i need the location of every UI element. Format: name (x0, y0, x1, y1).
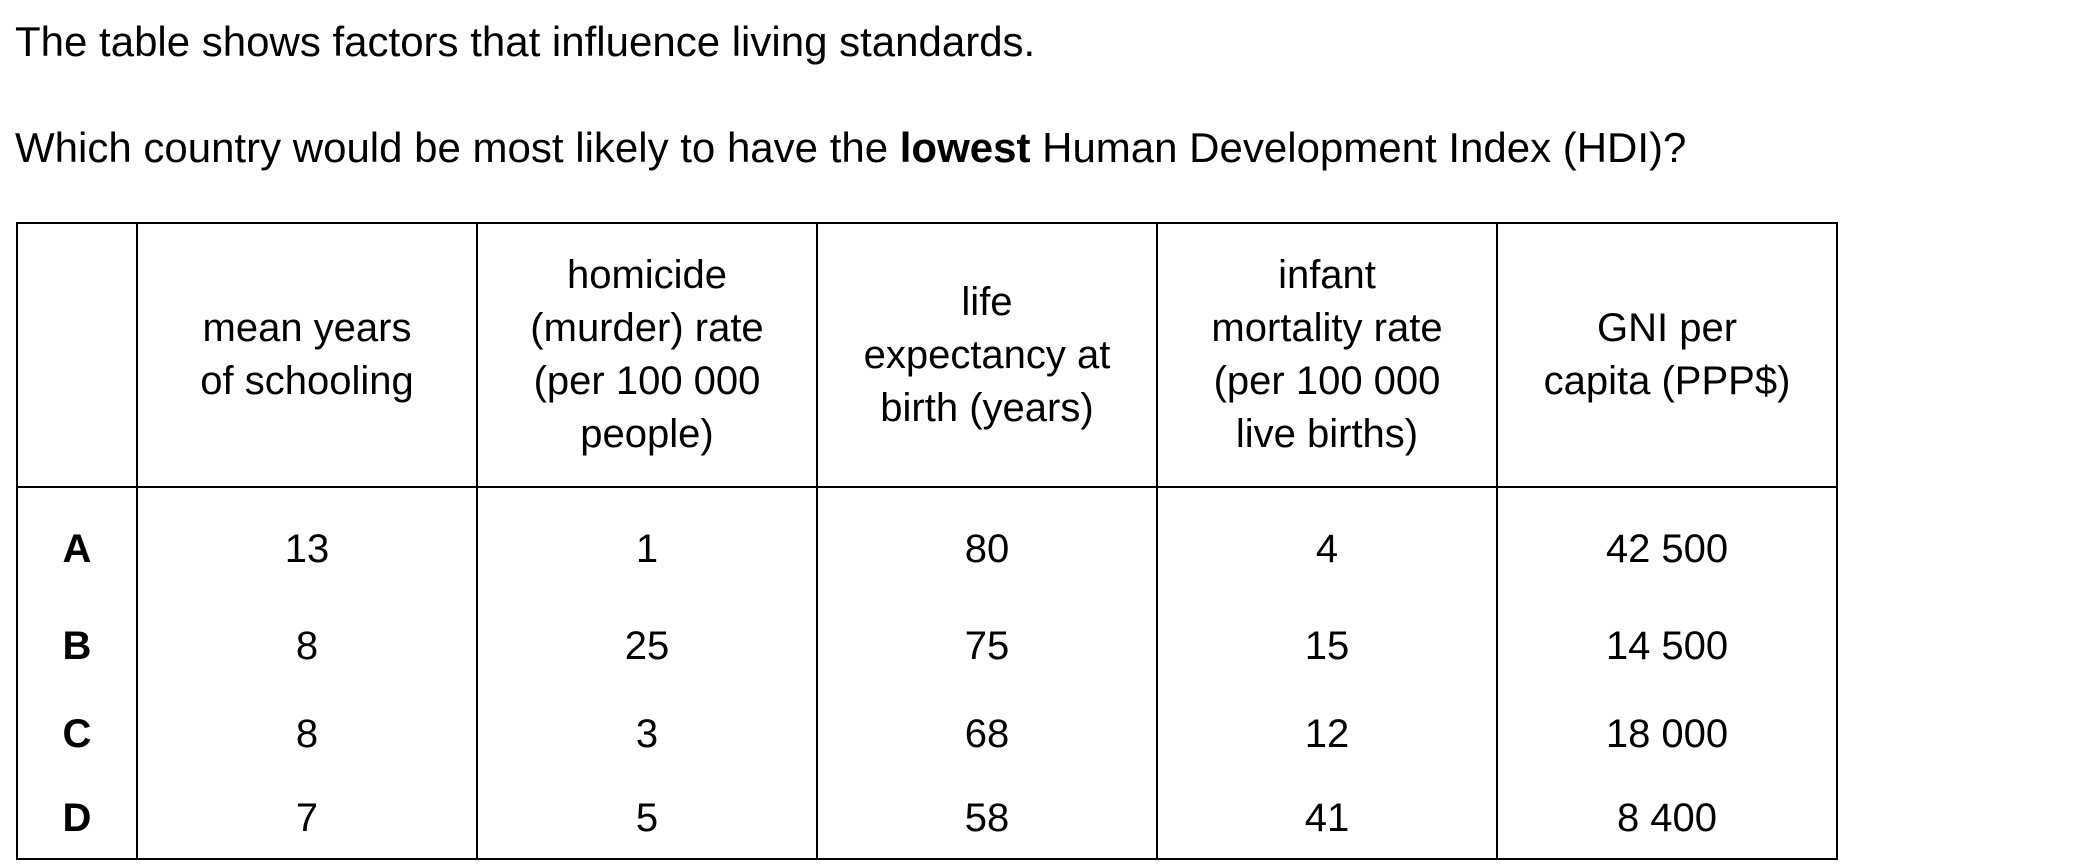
table-row-a: A 13 1 80 4 42 500 (16, 487, 1838, 602)
cell-gni: 14 500 (1496, 602, 1838, 690)
cell-schooling: 8 (136, 690, 478, 778)
cell-gni: 18 000 (1496, 690, 1838, 778)
table-row-b: B 8 25 75 15 14 500 (16, 602, 1838, 690)
header-life-expectancy: life expectancy at birth (years) (816, 222, 1158, 488)
row-label: A (16, 487, 138, 602)
cell-gni: 42 500 (1496, 487, 1838, 602)
question-text: Which country would be most likely to ha… (15, 124, 1686, 172)
header-empty-cell (16, 222, 138, 488)
table-header-row: mean years of schooling homicide (murder… (16, 222, 1838, 488)
cell-homicide: 5 (476, 778, 818, 860)
cell-life-expectancy: 68 (816, 690, 1158, 778)
question-text-end: Human Development Index (HDI)? (1030, 124, 1687, 171)
cell-infant-mortality: 12 (1156, 690, 1498, 778)
question-emphasis: lowest (899, 124, 1031, 171)
cell-homicide: 25 (476, 602, 818, 690)
cell-homicide: 3 (476, 690, 818, 778)
cell-schooling: 13 (136, 487, 478, 602)
row-label: C (16, 690, 138, 778)
table-row-d: D 7 5 58 41 8 400 (16, 778, 1838, 860)
cell-life-expectancy: 75 (816, 602, 1158, 690)
cell-life-expectancy: 80 (816, 487, 1158, 602)
row-label: B (16, 602, 138, 690)
table-row-c: C 8 3 68 12 18 000 (16, 690, 1838, 778)
living-standards-table: mean years of schooling homicide (murder… (16, 222, 1838, 860)
cell-infant-mortality: 4 (1156, 487, 1498, 602)
cell-schooling: 7 (136, 778, 478, 860)
header-mean-years-of-schooling: mean years of schooling (136, 222, 478, 488)
header-infant-mortality-rate: infant mortality rate (per 100 000 live … (1156, 222, 1498, 488)
cell-gni: 8 400 (1496, 778, 1838, 860)
intro-text: The table shows factors that influence l… (15, 18, 1036, 65)
cell-infant-mortality: 41 (1156, 778, 1498, 860)
row-label: D (16, 778, 138, 860)
header-gni-per-capita: GNI per capita (PPP$) (1496, 222, 1838, 488)
cell-homicide: 1 (476, 487, 818, 602)
cell-schooling: 8 (136, 602, 478, 690)
question-text-start: Which country would be most likely to ha… (15, 124, 900, 171)
header-homicide-rate: homicide (murder) rate (per 100 000 peop… (476, 222, 818, 488)
cell-life-expectancy: 58 (816, 778, 1158, 860)
cell-infant-mortality: 15 (1156, 602, 1498, 690)
